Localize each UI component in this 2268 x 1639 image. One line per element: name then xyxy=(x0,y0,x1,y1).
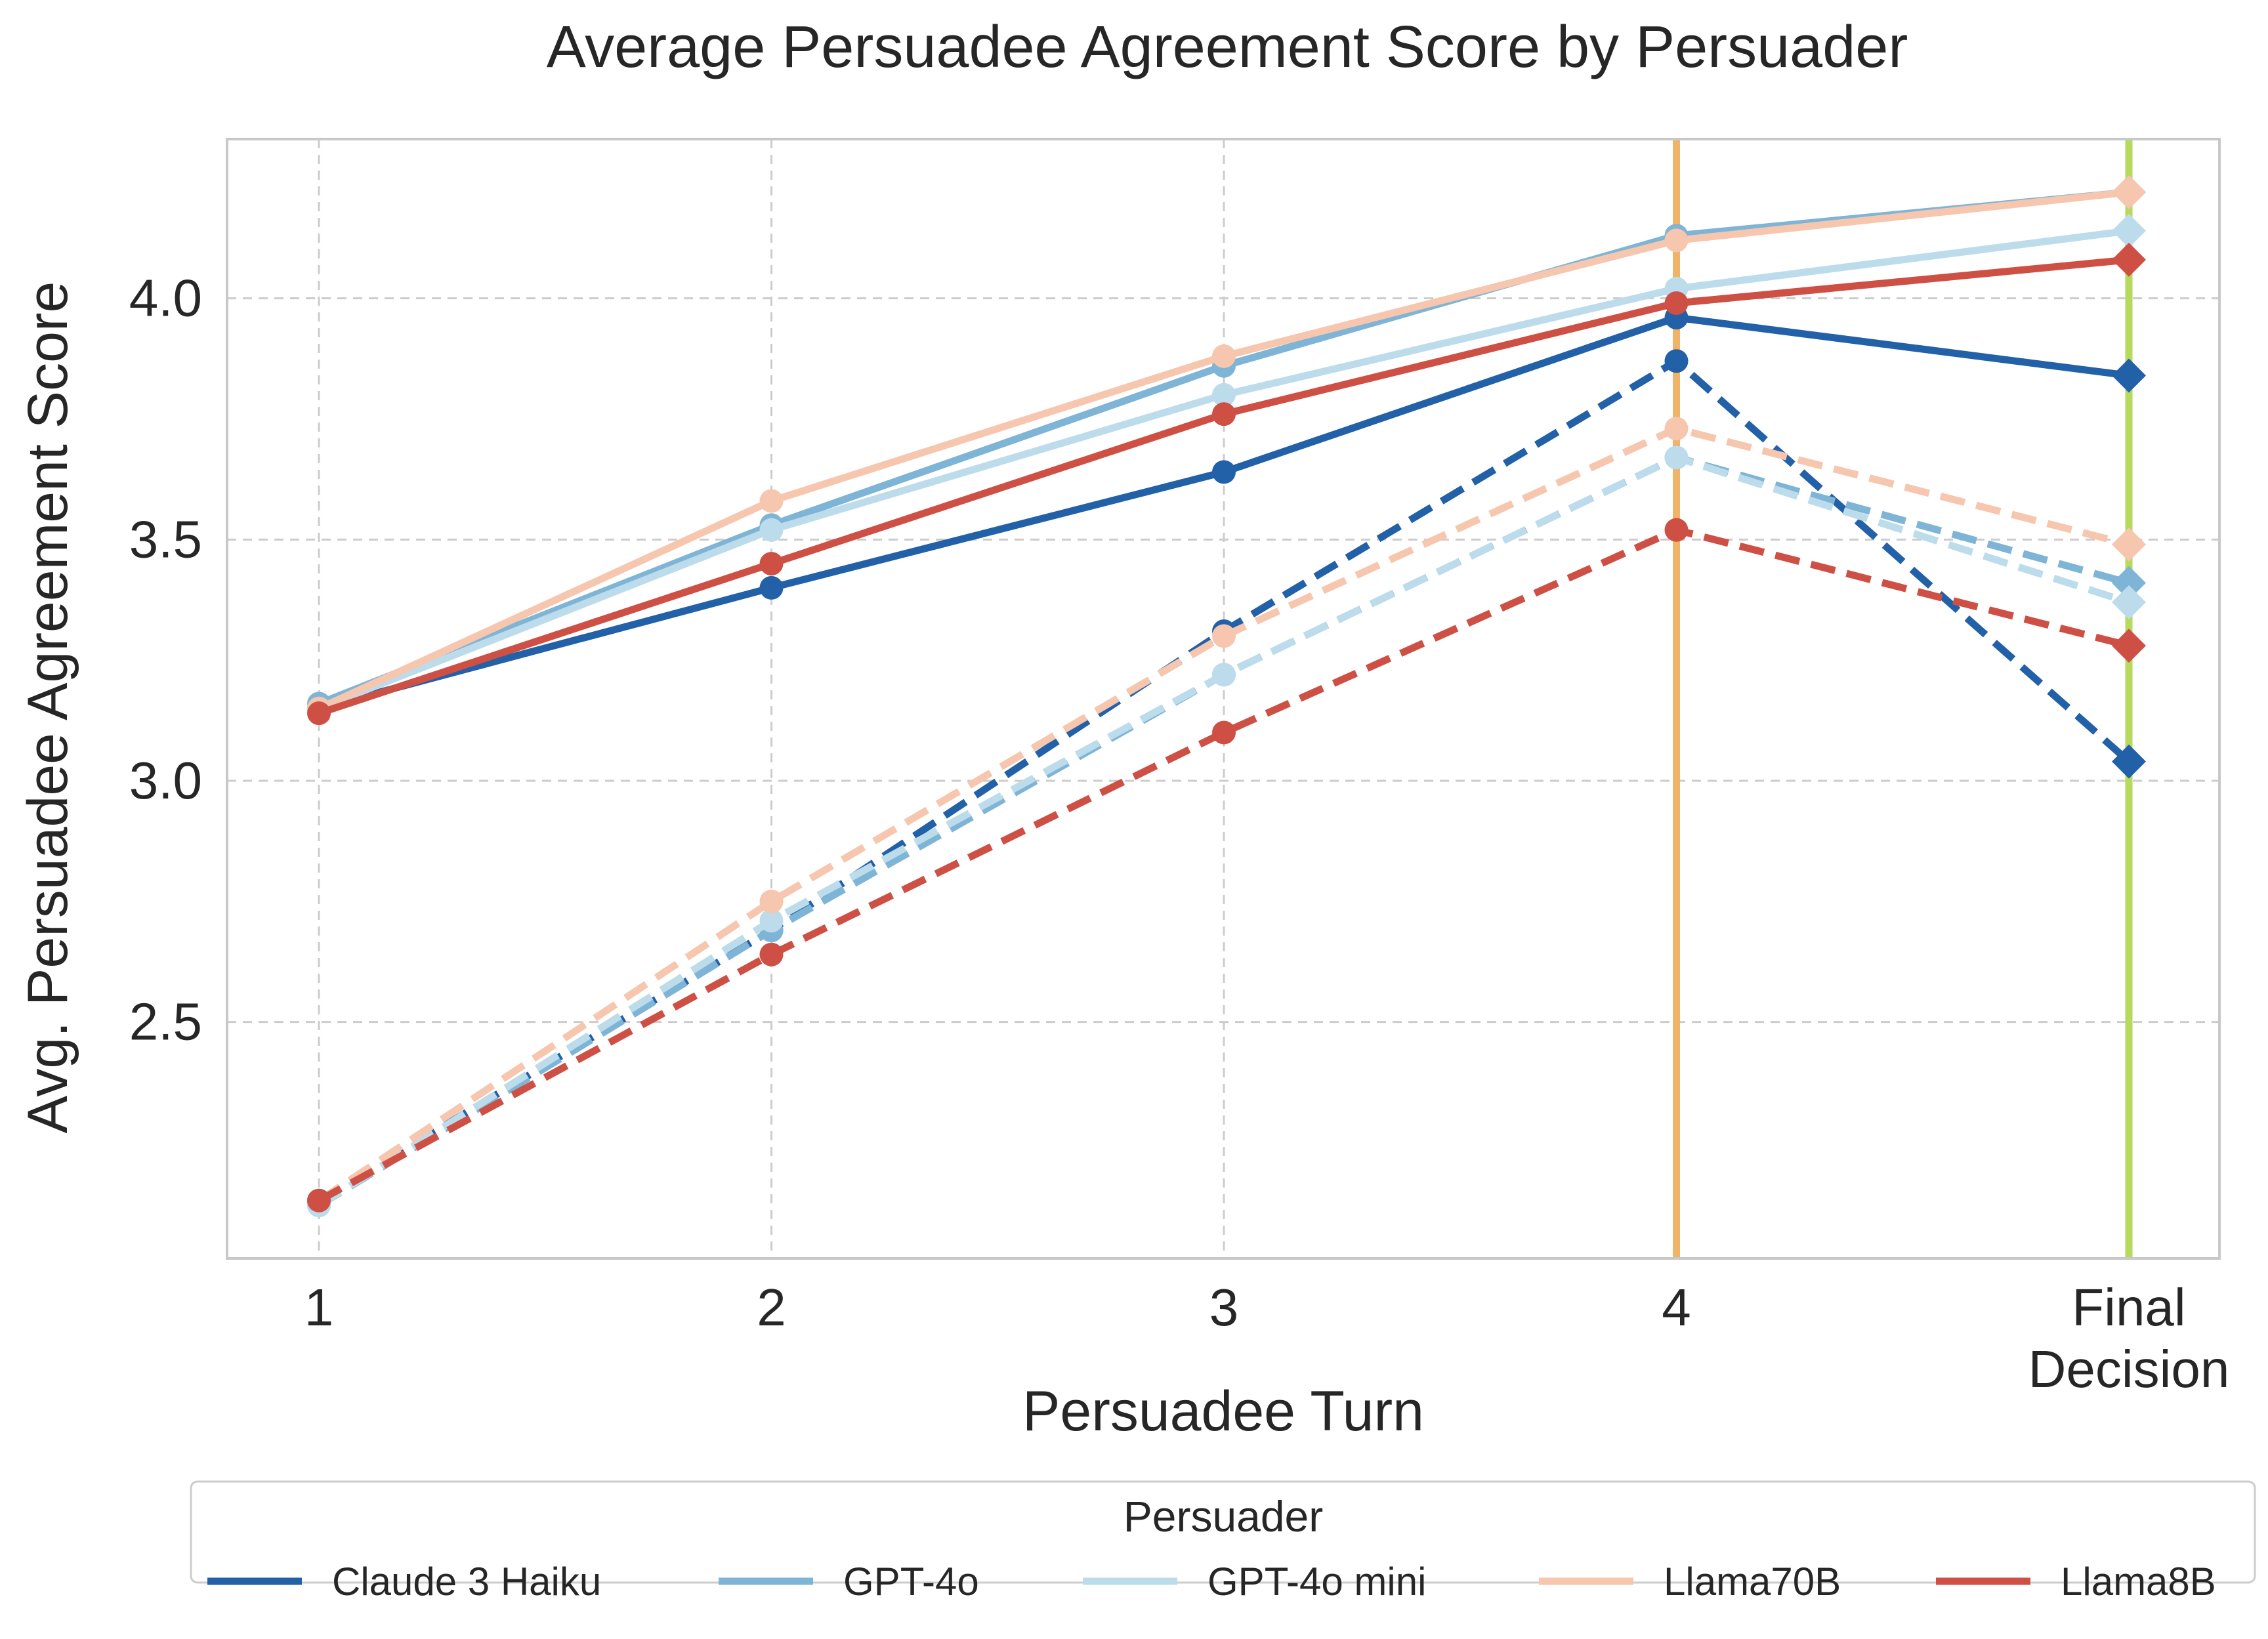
data-point-diamond xyxy=(2112,585,2146,619)
data-point xyxy=(759,489,784,513)
data-point-diamond xyxy=(2112,358,2146,393)
data-point-diamond xyxy=(2112,242,2146,277)
data-point-diamond xyxy=(2112,566,2146,600)
legend-label: Llama70B xyxy=(1664,1560,1841,1604)
x-tick-label: 4 xyxy=(1662,1278,1691,1337)
legend-label: Llama8B xyxy=(2061,1560,2216,1604)
x-tick-label: 1 xyxy=(304,1278,334,1337)
data-point xyxy=(1664,228,1689,253)
y-tick-label: 3.0 xyxy=(129,751,202,810)
series-lines xyxy=(307,175,2146,1218)
legend-items: Claude 3 Haiku GPT-4o GPT-4o mini Llama70B L… xyxy=(207,1560,2216,1604)
y-tick-label: 4.0 xyxy=(129,269,202,327)
y-tick-label: 3.5 xyxy=(129,510,202,568)
data-point xyxy=(1212,460,1236,484)
data-point xyxy=(307,1188,331,1213)
data-point-diamond xyxy=(2112,744,2146,779)
x-tick-label: 2 xyxy=(757,1278,786,1337)
y-tick-label: 2.5 xyxy=(129,993,202,1051)
x-tick-label: Final Decision xyxy=(2028,1278,2230,1398)
axis-ticks: 2.5 3.0 3.5 4.0 1 2 3 4 Final Decision xyxy=(129,269,2230,1398)
chart-title: Average Persuadee Agreement Score by Per… xyxy=(547,14,1908,80)
data-point xyxy=(759,942,784,966)
legend-label: GPT-4o mini xyxy=(1208,1560,1426,1604)
data-point xyxy=(759,518,784,542)
data-point xyxy=(1212,402,1236,426)
data-point xyxy=(759,575,784,600)
plot-frame xyxy=(226,138,2221,1260)
data-point xyxy=(1212,624,1236,648)
data-point xyxy=(1212,720,1236,745)
legend-box xyxy=(190,1480,2256,1584)
data-point xyxy=(1664,349,1689,373)
data-point xyxy=(1664,417,1689,441)
data-point xyxy=(307,701,331,726)
data-point-diamond xyxy=(2112,527,2146,562)
legend-label: GPT-4o xyxy=(843,1560,979,1604)
data-point xyxy=(1664,291,1689,316)
data-point-diamond xyxy=(2112,629,2146,663)
legend: Persuader Claude 3 Haiku GPT-4o GPT-4o min… xyxy=(190,1480,2256,1604)
data-point xyxy=(1212,383,1236,407)
data-point xyxy=(759,552,784,576)
data-point xyxy=(1664,446,1689,470)
data-point-diamond xyxy=(2112,213,2146,248)
data-point xyxy=(759,909,784,933)
series-line-dashed xyxy=(317,526,2130,1204)
legend-label: Claude 3 Haiku xyxy=(332,1560,601,1604)
data-point xyxy=(759,889,784,913)
x-axis-label: Persuadee Turn xyxy=(1022,1380,1424,1443)
data-point xyxy=(1212,663,1236,687)
data-point xyxy=(1212,344,1236,368)
y-axis-label: Avg. Persuadee Agreement Score xyxy=(16,281,79,1134)
x-tick-label: 3 xyxy=(1209,1278,1239,1337)
data-point xyxy=(1664,518,1689,542)
legend-title: Persuader xyxy=(1124,1492,1324,1541)
data-point-diamond xyxy=(2112,175,2146,209)
